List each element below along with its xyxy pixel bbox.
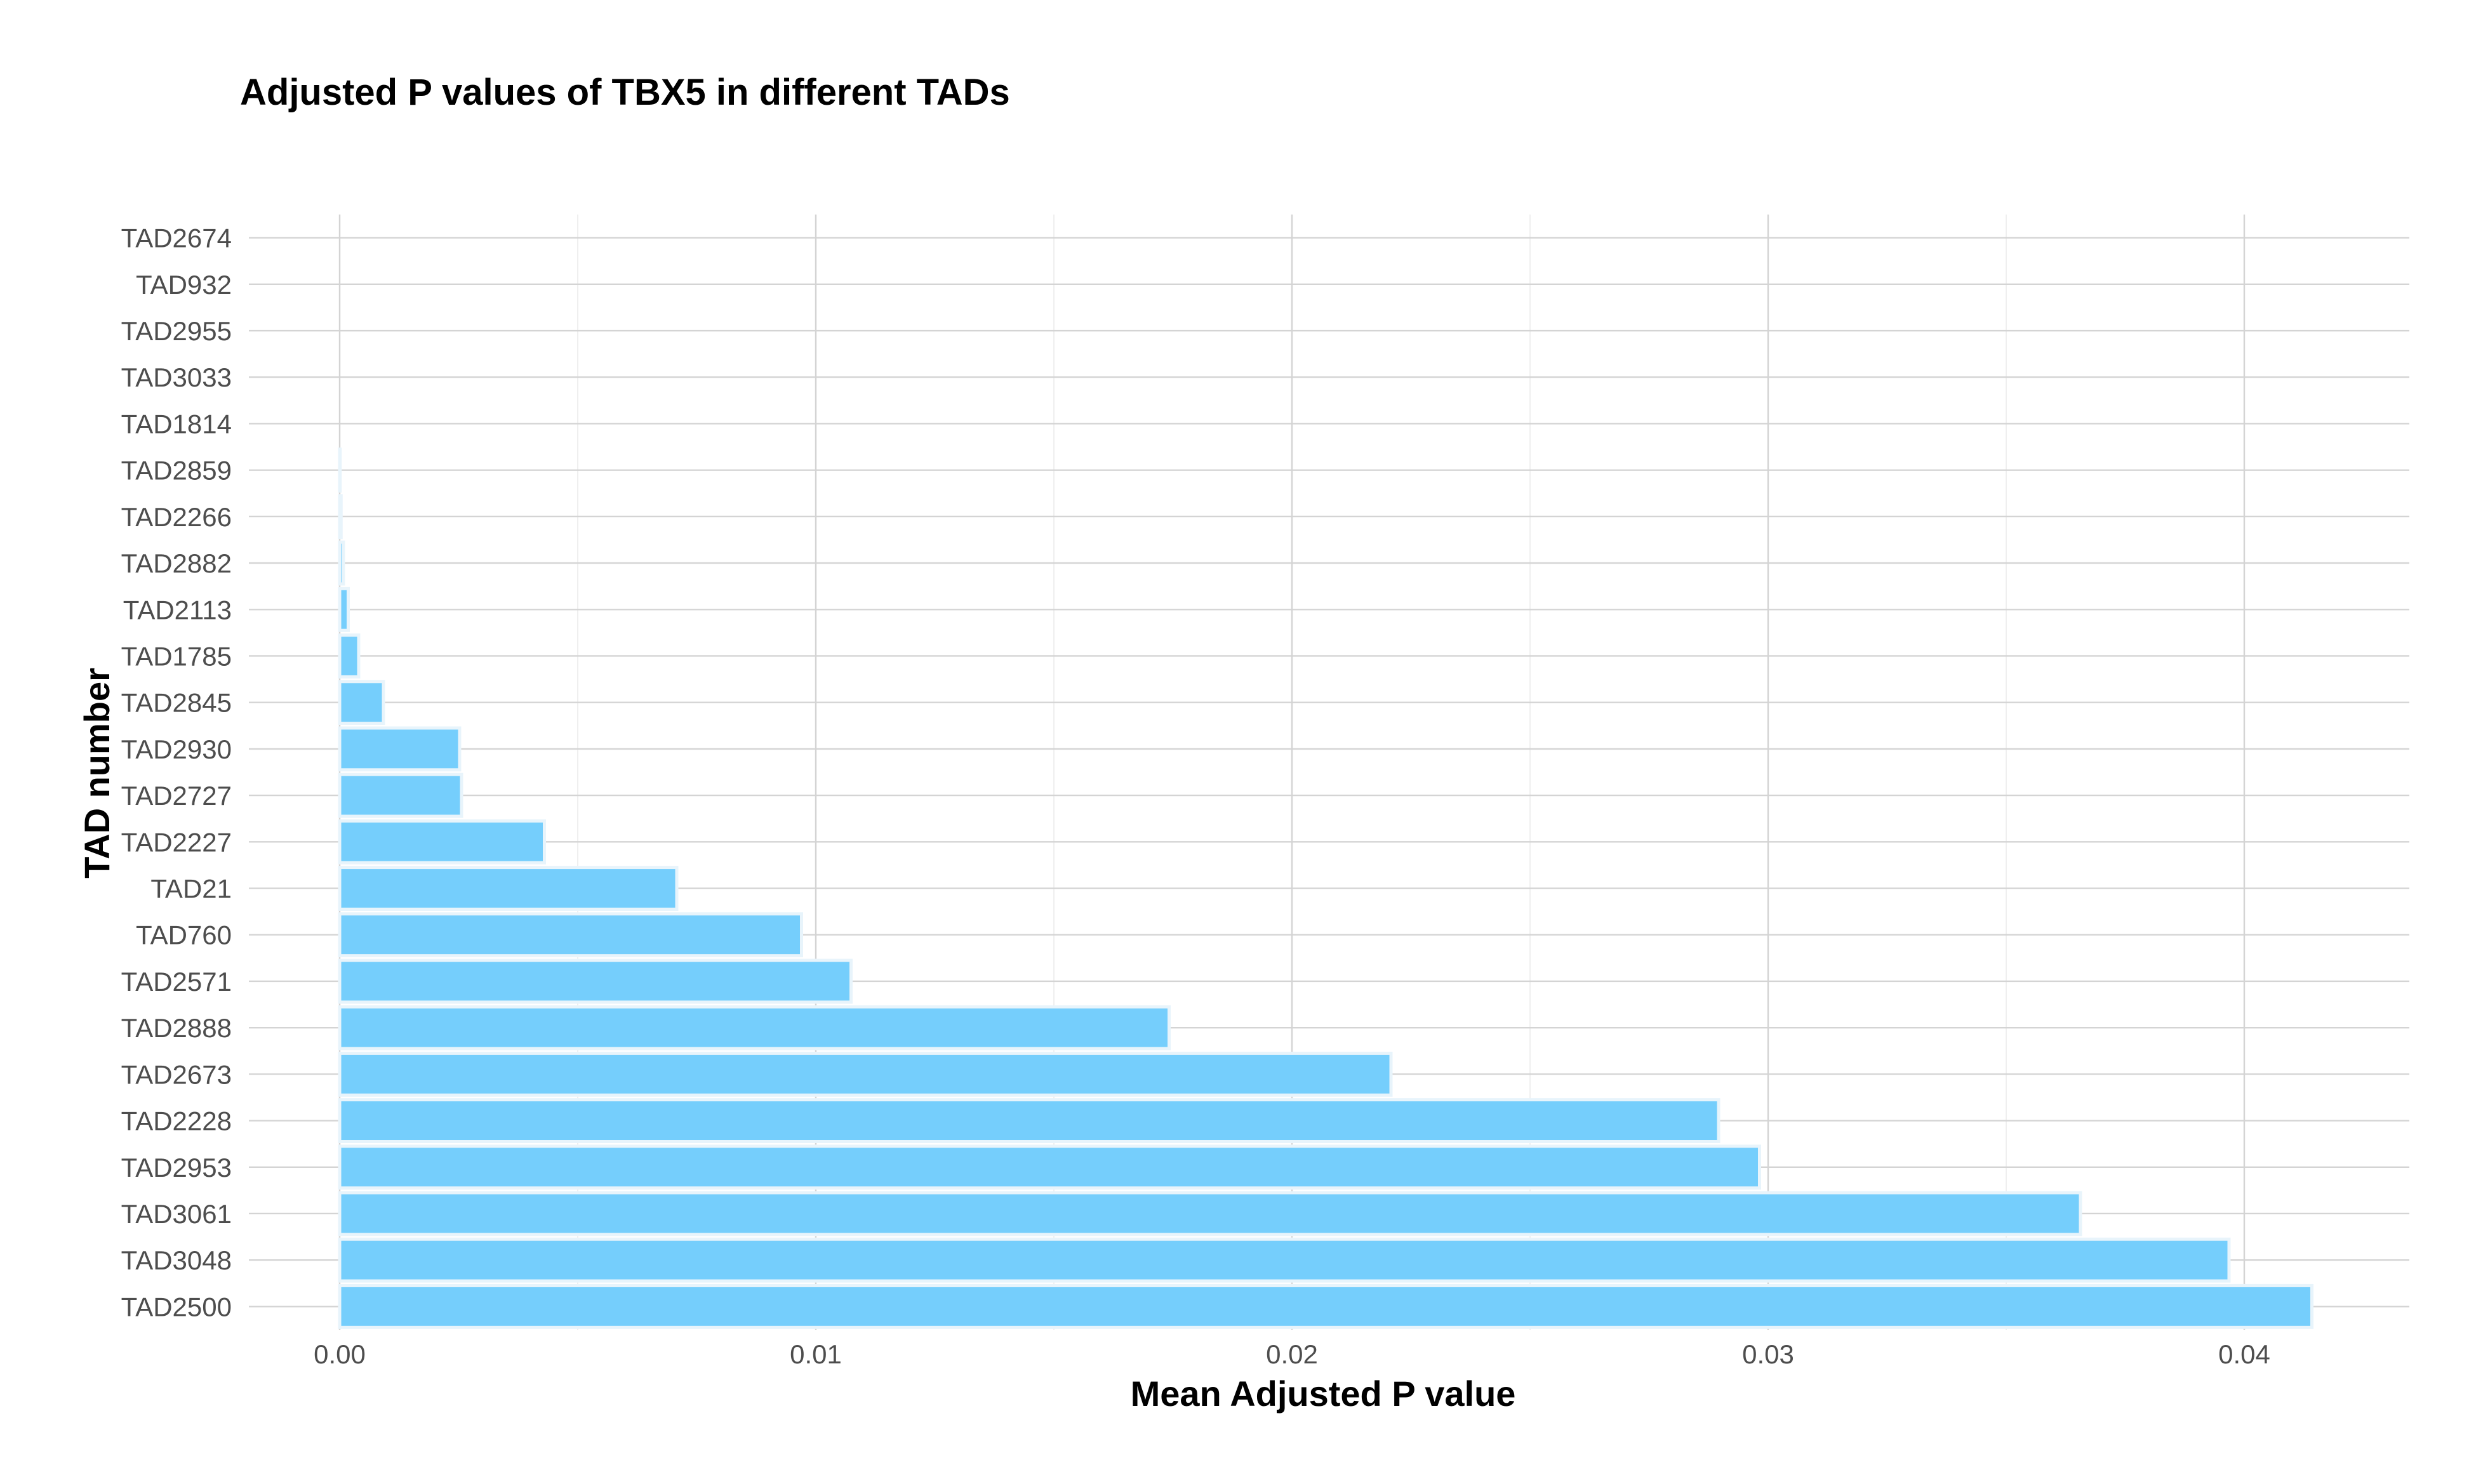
y-tick-label: TAD2727 — [121, 781, 232, 811]
bars — [338, 447, 2313, 1329]
y-tick-label: TAD2882 — [121, 548, 232, 578]
chart-title: Adjusted P values of TBX5 in different T… — [240, 72, 1010, 113]
bar-tad2227 — [338, 819, 546, 865]
y-axis-title: TAD number — [77, 668, 117, 878]
y-tick-label: TAD21 — [150, 874, 232, 904]
y-tick-label: TAD2930 — [121, 734, 232, 764]
x-tick-label: 0.04 — [2218, 1339, 2270, 1369]
y-tick-labels: TAD2674 TAD932 TAD2955 TAD3033 TAD1814 TAD285… — [121, 223, 232, 1322]
y-tick-label: TAD1814 — [121, 409, 232, 439]
x-axis-title: Mean Adjusted P value — [1131, 1374, 1516, 1414]
y-tick-label: TAD932 — [136, 270, 232, 300]
bar-tad760 — [338, 912, 803, 958]
bar-tad2673 — [338, 1051, 1393, 1097]
bar-tad2500 — [338, 1283, 2313, 1329]
y-tick-label: TAD2859 — [121, 456, 232, 486]
x-tick-label: 0.01 — [790, 1339, 842, 1369]
grid — [249, 215, 2409, 1330]
bar-tad2228 — [338, 1098, 1721, 1144]
y-tick-label: TAD2266 — [121, 502, 232, 532]
bar-tad2888 — [338, 1005, 1171, 1050]
y-tick-label: TAD760 — [136, 920, 232, 950]
x-tick-label: 0.03 — [1742, 1339, 1794, 1369]
y-tick-label: TAD2845 — [121, 688, 232, 718]
bar-tad2930 — [338, 726, 462, 772]
bar-tad2727 — [338, 772, 463, 818]
y-tick-label: TAD3061 — [121, 1199, 232, 1229]
bar-tad3061 — [338, 1191, 2082, 1236]
bar-tad2571 — [338, 958, 853, 1004]
bar-tad2845 — [338, 680, 385, 725]
y-tick-label: TAD2571 — [121, 967, 232, 997]
y-tick-label: TAD3048 — [121, 1245, 232, 1275]
bar-tad3048 — [338, 1237, 2231, 1283]
y-tick-label: TAD2228 — [121, 1106, 232, 1136]
bar-tad2113 — [338, 586, 350, 632]
x-tick-label: 0.00 — [314, 1339, 366, 1369]
bar-tad21 — [338, 866, 679, 911]
y-tick-label: TAD2227 — [121, 827, 232, 857]
bar-tad2953 — [338, 1144, 1761, 1190]
x-tick-label: 0.02 — [1266, 1339, 1318, 1369]
bar-tad1785 — [338, 633, 361, 679]
x-tick-labels: 0.00 0.01 0.02 0.03 0.04 — [314, 1339, 2270, 1369]
y-tick-label: TAD2500 — [121, 1292, 232, 1322]
y-tick-label: TAD2674 — [121, 223, 232, 253]
y-tick-label: TAD2888 — [121, 1013, 232, 1043]
y-tick-label: TAD2955 — [121, 316, 232, 346]
y-tick-label: TAD1785 — [121, 641, 232, 671]
y-tick-label: TAD3033 — [121, 362, 232, 392]
bar-tad2882 — [338, 540, 345, 586]
y-tick-label: TAD2953 — [121, 1153, 232, 1183]
bar-tad2266 — [338, 494, 343, 540]
y-tick-label: TAD2113 — [123, 595, 232, 625]
y-tick-label: TAD2673 — [121, 1059, 232, 1089]
